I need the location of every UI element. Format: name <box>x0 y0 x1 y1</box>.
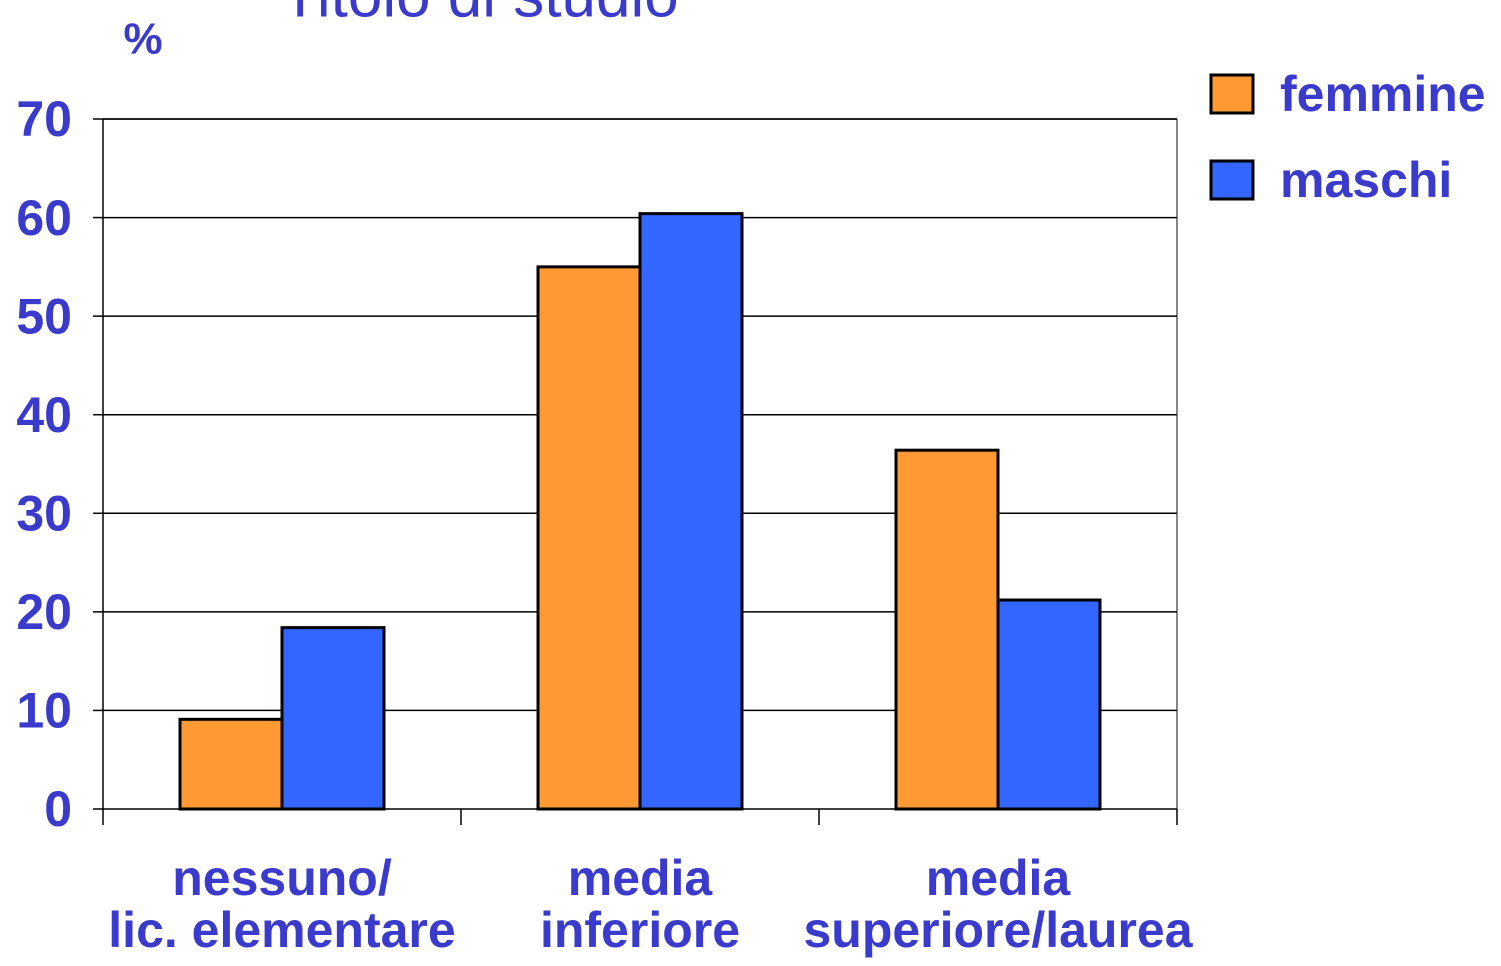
x-tick-label: media <box>568 850 714 906</box>
y-tick-label: 20 <box>16 584 72 640</box>
y-tick-label: 50 <box>16 288 72 344</box>
bar <box>280 626 386 811</box>
legend-swatch <box>1209 73 1255 115</box>
y-tick-label: 60 <box>16 190 72 246</box>
x-tick-label: media <box>926 850 1072 906</box>
chart-title: Titolo di studio <box>281 0 678 30</box>
bar <box>894 448 1000 811</box>
y-axis-label: % <box>123 15 162 64</box>
legend-label: femmine <box>1280 66 1486 122</box>
bar <box>638 212 744 811</box>
y-tick-label: 40 <box>16 387 72 443</box>
bar <box>536 265 642 811</box>
y-tick-label: 0 <box>44 781 72 837</box>
y-tick-label: 10 <box>16 683 72 739</box>
x-tick-label: nessuno/ <box>172 850 392 906</box>
x-tick-label: lic. elementare <box>108 902 455 958</box>
bar <box>178 717 284 811</box>
legend-swatch <box>1209 159 1255 201</box>
x-tick-label: inferiore <box>540 902 740 958</box>
legend-label: maschi <box>1280 152 1452 208</box>
y-tick-label: 70 <box>16 91 72 147</box>
x-tick-label: superiore/laurea <box>803 902 1193 958</box>
bar <box>996 598 1102 811</box>
y-tick-label: 30 <box>16 485 72 541</box>
